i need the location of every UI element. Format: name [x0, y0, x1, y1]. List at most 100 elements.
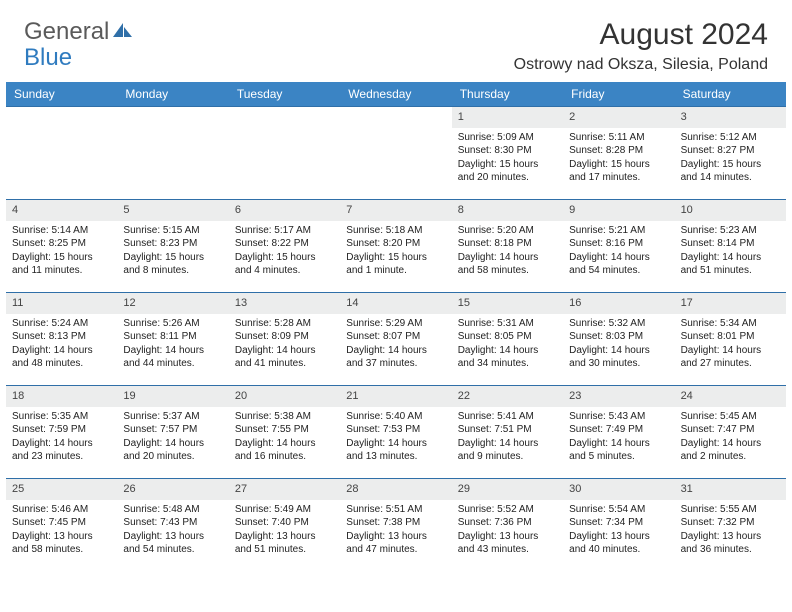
- weekday-header: Friday: [563, 82, 674, 106]
- daylight-text: and 5 minutes.: [569, 450, 668, 464]
- calendar-cell: [6, 107, 117, 199]
- weekday-header: Sunday: [6, 82, 117, 106]
- daylight-text: Daylight: 15 hours: [569, 158, 668, 172]
- sunrise-text: Sunrise: 5:51 AM: [346, 503, 445, 517]
- daylight-text: and 27 minutes.: [681, 357, 780, 371]
- daylight-text: Daylight: 13 hours: [235, 530, 334, 544]
- daylight-text: and 23 minutes.: [12, 450, 111, 464]
- calendar-cell: 6Sunrise: 5:17 AMSunset: 8:22 PMDaylight…: [229, 200, 340, 292]
- day-number: 15: [452, 293, 563, 314]
- daylight-text: Daylight: 14 hours: [569, 344, 668, 358]
- calendar-cell: 11Sunrise: 5:24 AMSunset: 8:13 PMDayligh…: [6, 293, 117, 385]
- logo-text-general: General: [24, 18, 109, 46]
- sunrise-text: Sunrise: 5:41 AM: [458, 410, 557, 424]
- sunset-text: Sunset: 7:47 PM: [681, 423, 780, 437]
- daylight-text: Daylight: 14 hours: [681, 251, 780, 265]
- calendar-cell: 22Sunrise: 5:41 AMSunset: 7:51 PMDayligh…: [452, 386, 563, 478]
- sunset-text: Sunset: 8:07 PM: [346, 330, 445, 344]
- day-detail: Sunrise: 5:17 AMSunset: 8:22 PMDaylight:…: [229, 221, 340, 284]
- daylight-text: Daylight: 14 hours: [569, 251, 668, 265]
- daylight-text: Daylight: 13 hours: [681, 530, 780, 544]
- day-detail: Sunrise: 5:12 AMSunset: 8:27 PMDaylight:…: [675, 128, 786, 191]
- sunset-text: Sunset: 8:14 PM: [681, 237, 780, 251]
- sunrise-text: Sunrise: 5:17 AM: [235, 224, 334, 238]
- sunrise-text: Sunrise: 5:24 AM: [12, 317, 111, 331]
- sunset-text: Sunset: 8:13 PM: [12, 330, 111, 344]
- day-detail: Sunrise: 5:20 AMSunset: 8:18 PMDaylight:…: [452, 221, 563, 284]
- sunset-text: Sunset: 8:05 PM: [458, 330, 557, 344]
- calendar-week-row: 4Sunrise: 5:14 AMSunset: 8:25 PMDaylight…: [6, 199, 786, 292]
- daylight-text: Daylight: 15 hours: [681, 158, 780, 172]
- day-detail: Sunrise: 5:24 AMSunset: 8:13 PMDaylight:…: [6, 314, 117, 377]
- calendar-cell: 20Sunrise: 5:38 AMSunset: 7:55 PMDayligh…: [229, 386, 340, 478]
- daylight-text: Daylight: 14 hours: [123, 437, 222, 451]
- daylight-text: Daylight: 14 hours: [458, 251, 557, 265]
- calendar-cell: 4Sunrise: 5:14 AMSunset: 8:25 PMDaylight…: [6, 200, 117, 292]
- daylight-text: and 20 minutes.: [458, 171, 557, 185]
- sunset-text: Sunset: 8:27 PM: [681, 144, 780, 158]
- sunrise-text: Sunrise: 5:55 AM: [681, 503, 780, 517]
- day-number: 18: [6, 386, 117, 407]
- sunset-text: Sunset: 7:40 PM: [235, 516, 334, 530]
- calendar-cell: 28Sunrise: 5:51 AMSunset: 7:38 PMDayligh…: [340, 479, 451, 571]
- day-number: 30: [563, 479, 674, 500]
- day-number: 5: [117, 200, 228, 221]
- daylight-text: Daylight: 15 hours: [346, 251, 445, 265]
- calendar-cell: 8Sunrise: 5:20 AMSunset: 8:18 PMDaylight…: [452, 200, 563, 292]
- day-detail: Sunrise: 5:38 AMSunset: 7:55 PMDaylight:…: [229, 407, 340, 470]
- sunrise-text: Sunrise: 5:45 AM: [681, 410, 780, 424]
- sunrise-text: Sunrise: 5:15 AM: [123, 224, 222, 238]
- daylight-text: and 11 minutes.: [12, 264, 111, 278]
- daylight-text: and 13 minutes.: [346, 450, 445, 464]
- day-detail: Sunrise: 5:35 AMSunset: 7:59 PMDaylight:…: [6, 407, 117, 470]
- day-number: 29: [452, 479, 563, 500]
- calendar-cell: 3Sunrise: 5:12 AMSunset: 8:27 PMDaylight…: [675, 107, 786, 199]
- day-detail: Sunrise: 5:29 AMSunset: 8:07 PMDaylight:…: [340, 314, 451, 377]
- calendar-cell: 13Sunrise: 5:28 AMSunset: 8:09 PMDayligh…: [229, 293, 340, 385]
- sunset-text: Sunset: 7:51 PM: [458, 423, 557, 437]
- calendar-cell: 9Sunrise: 5:21 AMSunset: 8:16 PMDaylight…: [563, 200, 674, 292]
- sunset-text: Sunset: 7:43 PM: [123, 516, 222, 530]
- day-detail: Sunrise: 5:41 AMSunset: 7:51 PMDaylight:…: [452, 407, 563, 470]
- sunset-text: Sunset: 8:18 PM: [458, 237, 557, 251]
- location-text: Ostrowy nad Oksza, Silesia, Poland: [514, 56, 768, 74]
- logo-sail-icon: [111, 18, 133, 46]
- weeks-container: 1Sunrise: 5:09 AMSunset: 8:30 PMDaylight…: [6, 106, 786, 571]
- day-number: 22: [452, 386, 563, 407]
- weekday-header: Thursday: [452, 82, 563, 106]
- daylight-text: and 8 minutes.: [123, 264, 222, 278]
- daylight-text: Daylight: 14 hours: [681, 437, 780, 451]
- day-detail: Sunrise: 5:46 AMSunset: 7:45 PMDaylight:…: [6, 500, 117, 563]
- sunset-text: Sunset: 7:59 PM: [12, 423, 111, 437]
- day-detail: Sunrise: 5:55 AMSunset: 7:32 PMDaylight:…: [675, 500, 786, 563]
- sunrise-text: Sunrise: 5:11 AM: [569, 131, 668, 145]
- daylight-text: and 14 minutes.: [681, 171, 780, 185]
- daylight-text: and 1 minute.: [346, 264, 445, 278]
- sunset-text: Sunset: 7:53 PM: [346, 423, 445, 437]
- day-detail: Sunrise: 5:21 AMSunset: 8:16 PMDaylight:…: [563, 221, 674, 284]
- daylight-text: and 40 minutes.: [569, 543, 668, 557]
- calendar-cell: 29Sunrise: 5:52 AMSunset: 7:36 PMDayligh…: [452, 479, 563, 571]
- day-number: 7: [340, 200, 451, 221]
- calendar-cell: 23Sunrise: 5:43 AMSunset: 7:49 PMDayligh…: [563, 386, 674, 478]
- title-block: August 2024 Ostrowy nad Oksza, Silesia, …: [514, 18, 768, 74]
- daylight-text: Daylight: 14 hours: [458, 344, 557, 358]
- sunrise-text: Sunrise: 5:52 AM: [458, 503, 557, 517]
- day-number: 14: [340, 293, 451, 314]
- day-detail: Sunrise: 5:26 AMSunset: 8:11 PMDaylight:…: [117, 314, 228, 377]
- daylight-text: Daylight: 14 hours: [569, 437, 668, 451]
- day-detail: Sunrise: 5:43 AMSunset: 7:49 PMDaylight:…: [563, 407, 674, 470]
- daylight-text: Daylight: 14 hours: [123, 344, 222, 358]
- calendar-cell: 24Sunrise: 5:45 AMSunset: 7:47 PMDayligh…: [675, 386, 786, 478]
- sunrise-text: Sunrise: 5:40 AM: [346, 410, 445, 424]
- sunrise-text: Sunrise: 5:18 AM: [346, 224, 445, 238]
- calendar-cell: [340, 107, 451, 199]
- day-number: 21: [340, 386, 451, 407]
- day-number: 26: [117, 479, 228, 500]
- daylight-text: and 54 minutes.: [569, 264, 668, 278]
- day-detail: Sunrise: 5:31 AMSunset: 8:05 PMDaylight:…: [452, 314, 563, 377]
- daylight-text: and 44 minutes.: [123, 357, 222, 371]
- day-number: 4: [6, 200, 117, 221]
- day-number: 12: [117, 293, 228, 314]
- daylight-text: Daylight: 14 hours: [235, 437, 334, 451]
